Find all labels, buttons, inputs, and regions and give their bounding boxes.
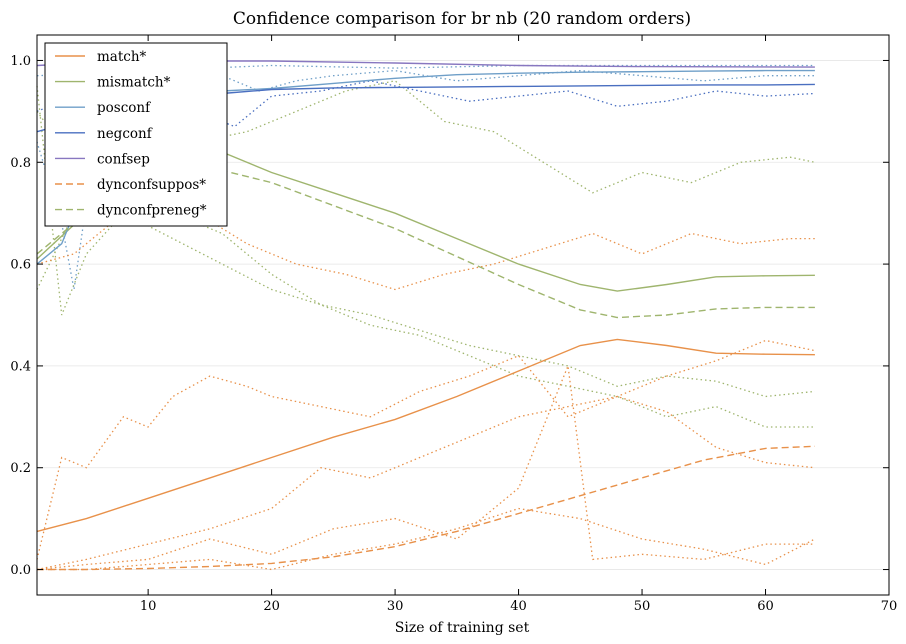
legend-label-2: posconf [97, 100, 151, 116]
legend-box [44, 42, 228, 227]
x-tick-label-4: 50 [634, 599, 651, 614]
x-tick-label-1: 20 [263, 599, 280, 614]
legend-label-4: confsep [97, 151, 150, 167]
plot-frame [36, 34, 890, 596]
legend-label-6: dynconfpreneg* [97, 203, 207, 219]
y-axis: 0.0 0.2 0.4 0.6 0.8 1.0 [10, 54, 889, 578]
x-tick-label-0: 10 [140, 599, 157, 614]
dotted-series-3 [36, 80, 816, 290]
y-tick-label-1: 0.2 [10, 461, 31, 476]
x-axis-label: Size of training set [395, 620, 530, 636]
legend-label-5: dynconfsuppos* [97, 177, 206, 193]
legend: match* mismatch* posconf negconf confsep dync… [44, 42, 228, 227]
dotted-series-9 [36, 363, 815, 571]
x-tick-label-2: 30 [387, 599, 404, 614]
y-tick-label-2: 0.4 [10, 359, 31, 374]
x-tick-label-3: 40 [510, 599, 527, 614]
series-line-5 [37, 445, 815, 571]
y-tick-label-3: 0.6 [10, 258, 31, 273]
dotted-series-7 [36, 339, 816, 560]
chart-title: Confidence comparison for br nb (20 rand… [233, 9, 691, 29]
y-tick-label-0: 0.0 [10, 563, 31, 578]
legend-label-0: match* [97, 49, 147, 65]
dotted-series-6 [36, 111, 815, 398]
legend-label-1: mismatch* [97, 75, 171, 91]
x-tick-label-5: 60 [757, 599, 774, 614]
dotted-series-8 [36, 395, 815, 571]
x-tick-label-6: 70 [881, 599, 898, 614]
y-tick-label-4: 0.8 [10, 156, 31, 171]
legend-label-3: negconf [97, 126, 153, 142]
dotted-series-10 [37, 507, 816, 571]
y-tick-label-5: 1.0 [10, 54, 31, 69]
series-line-0 [36, 338, 815, 533]
x-axis: 10 20 30 40 50 60 70 [140, 35, 897, 614]
